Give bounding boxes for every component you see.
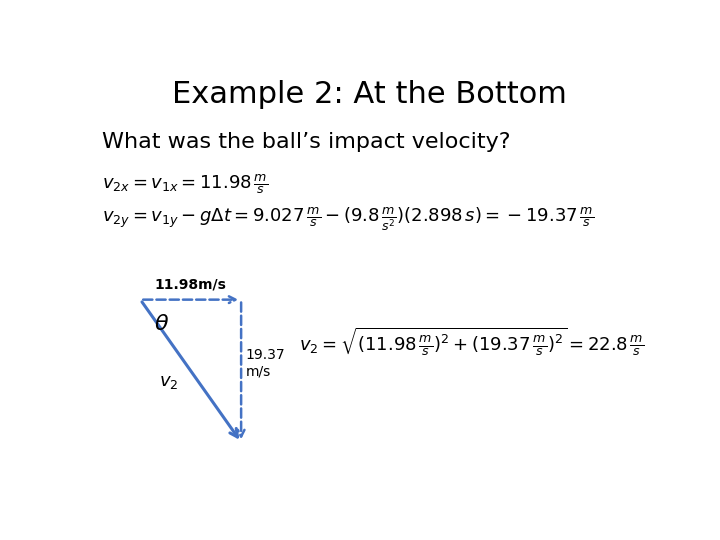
Text: $v_{2y} = v_{1y} - g\Delta t = 9.027\,\frac{m}{s} - (9.8\,\frac{m}{s^2})(2.898\,: $v_{2y} = v_{1y} - g\Delta t = 9.027\,\f… <box>102 205 594 233</box>
Text: $v_2 = \sqrt{(11.98\,\frac{m}{s})^2 + (19.37\,\frac{m}{s})^2} = 22.8\,\frac{m}{s: $v_2 = \sqrt{(11.98\,\frac{m}{s})^2 + (1… <box>300 326 644 358</box>
Text: $v_2$: $v_2$ <box>159 374 179 391</box>
Text: What was the ball’s impact velocity?: What was the ball’s impact velocity? <box>102 132 510 152</box>
Text: $v_{2x} = v_{1x} = 11.98\,\frac{m}{s}$: $v_{2x} = v_{1x} = 11.98\,\frac{m}{s}$ <box>102 172 268 196</box>
Text: 11.98m/s: 11.98m/s <box>155 278 227 292</box>
Text: Example 2: At the Bottom: Example 2: At the Bottom <box>171 79 567 109</box>
Text: $\theta$: $\theta$ <box>155 314 170 334</box>
Text: 19.37
m/s: 19.37 m/s <box>246 348 285 379</box>
